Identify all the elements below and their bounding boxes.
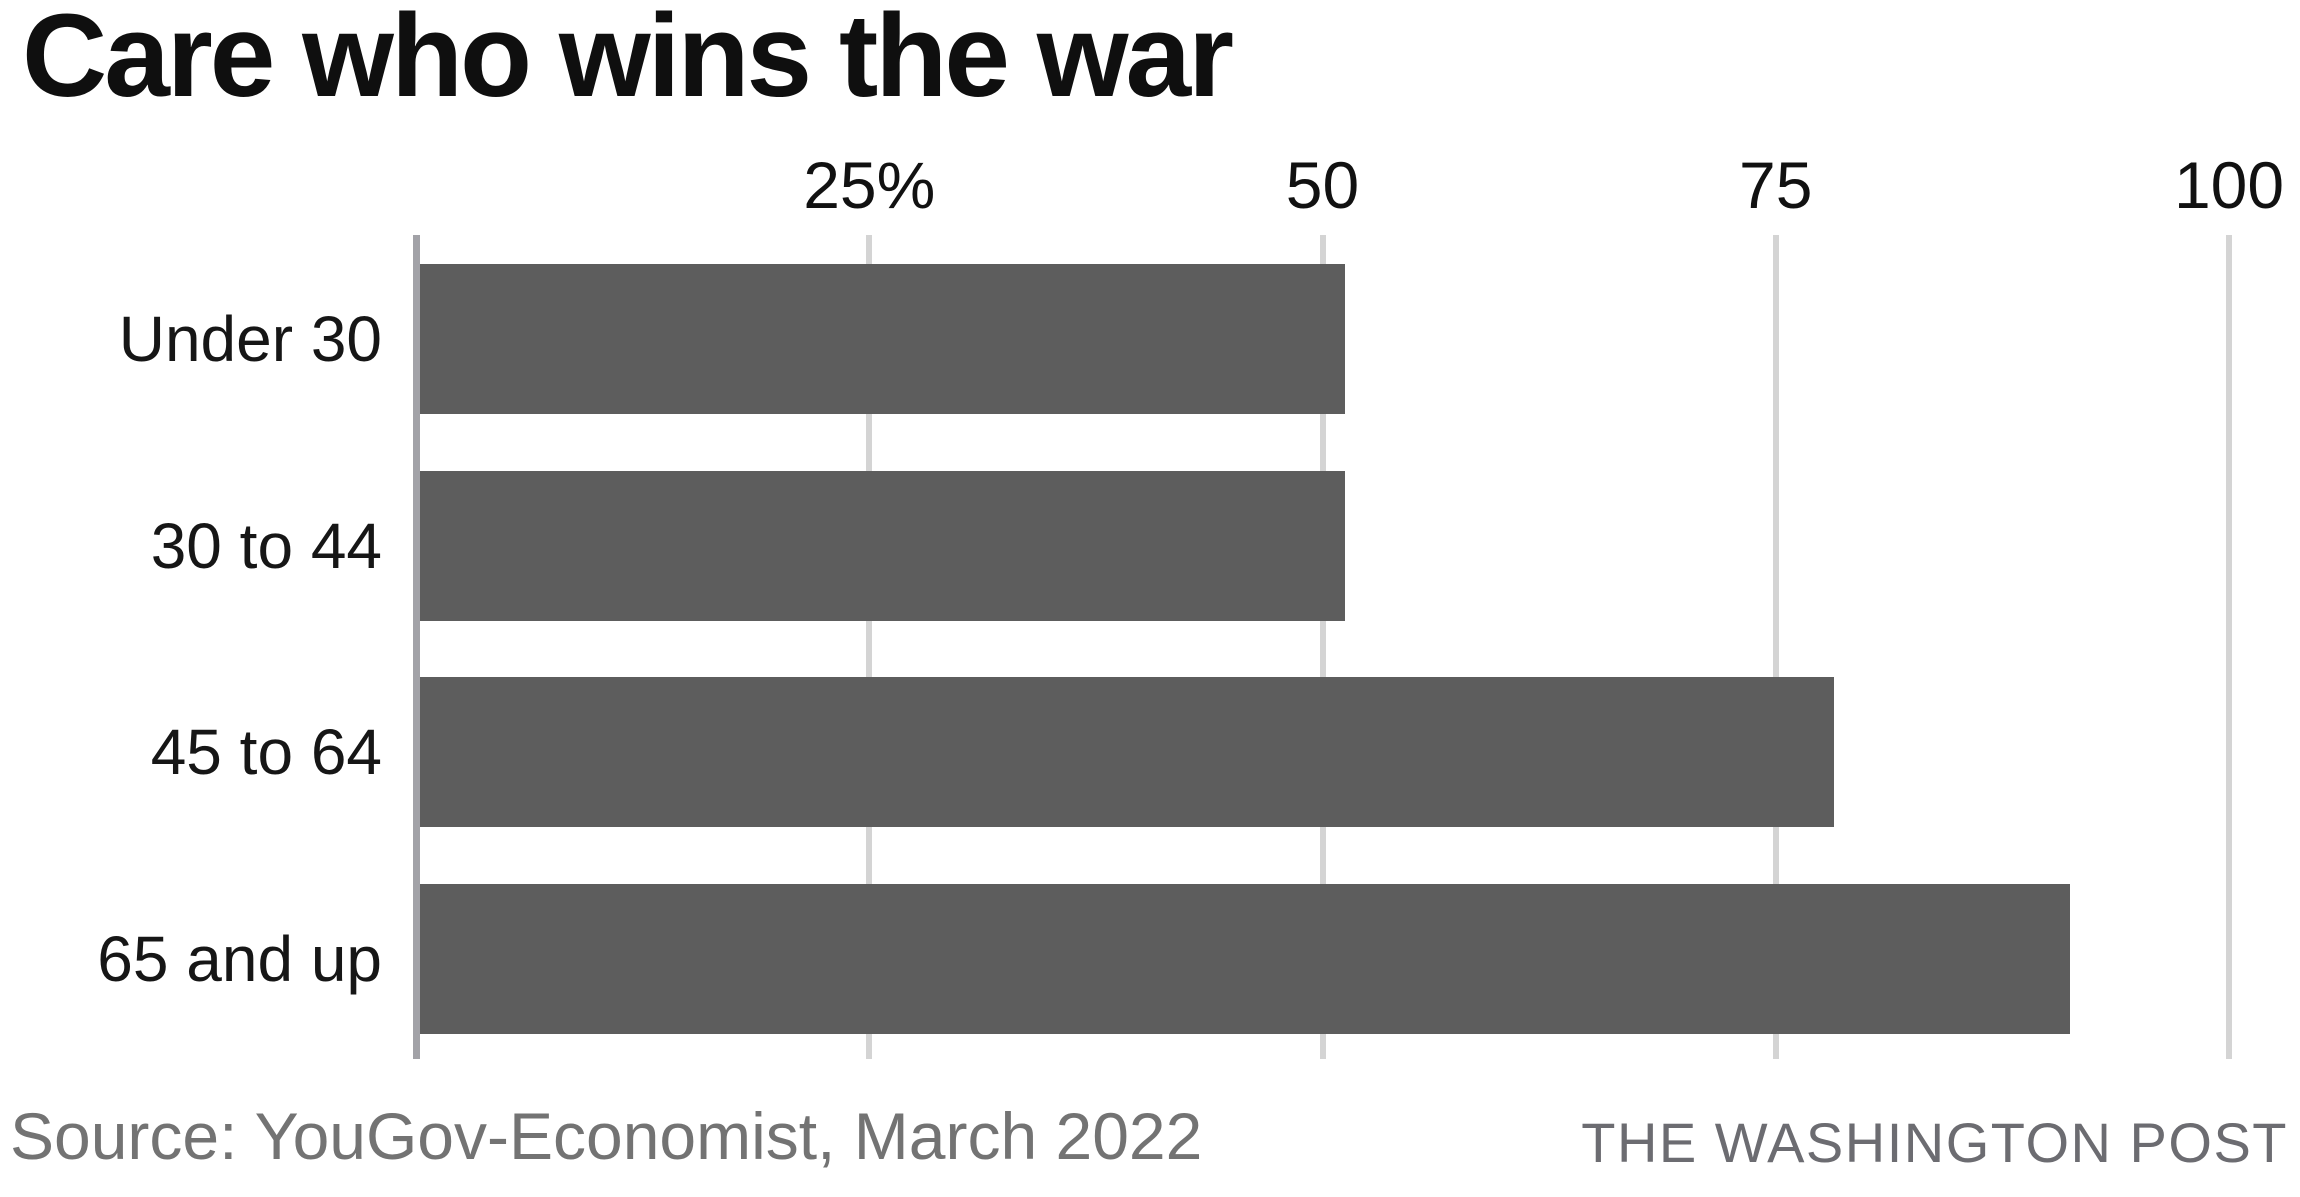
- bar: [420, 883, 2070, 1034]
- bar-row: 30 to 44: [0, 470, 2300, 621]
- category-label: 65 and up: [97, 922, 382, 995]
- x-tick-label: 100: [2173, 148, 2285, 222]
- category-label: 45 to 64: [150, 716, 382, 788]
- gridline: [866, 235, 873, 1059]
- bar: [420, 470, 1345, 621]
- x-tick-label: 50: [1285, 148, 1360, 222]
- plot-area: [413, 235, 2232, 1059]
- gridline: [2226, 235, 2232, 1059]
- x-tick-label: 25%: [803, 148, 936, 222]
- gridline: [1772, 235, 1779, 1059]
- category-label: Under 30: [118, 303, 382, 375]
- y-axis-line: [413, 235, 420, 1059]
- bar: [420, 677, 1835, 827]
- source-note: Source: YouGov-Economist, March 2022: [10, 1099, 1203, 1173]
- bar-row: 65 and up: [0, 883, 2300, 1034]
- x-tick-label: 75: [1739, 148, 1813, 222]
- bar: [420, 264, 1345, 414]
- bar-rows-layer: Under 30 30 to 44 45 to 64 65 and up: [0, 235, 2300, 1059]
- gridline: [1319, 235, 1326, 1059]
- attribution: THE WASHINGTON POST: [1581, 1111, 2288, 1174]
- x-axis-tick-labels: 25% 50 75 100: [0, 150, 2300, 220]
- chart-title: Care who wins the war: [22, 0, 1234, 122]
- bar-row: 45 to 64: [0, 677, 2300, 827]
- category-label: 30 to 44: [150, 509, 382, 582]
- bar-row: Under 30: [0, 264, 2300, 414]
